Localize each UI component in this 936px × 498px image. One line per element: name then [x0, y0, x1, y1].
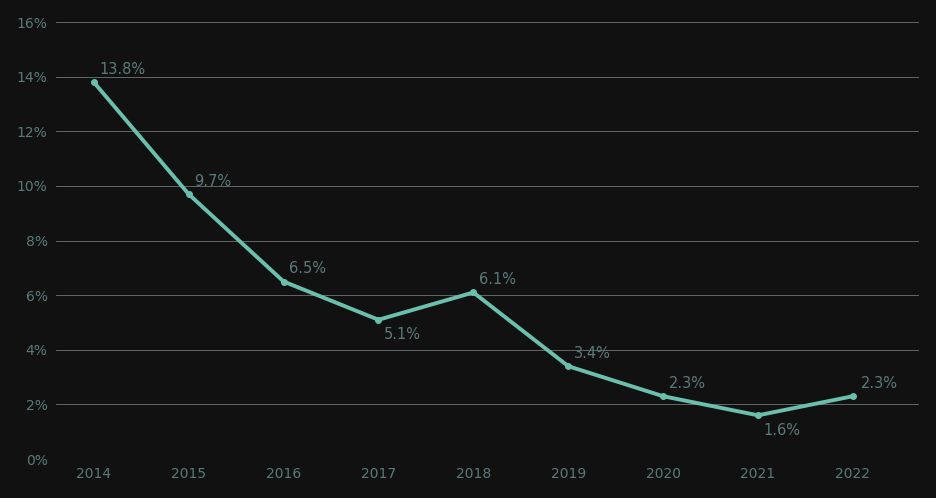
Text: 6.5%: 6.5% [289, 261, 326, 276]
Text: 1.6%: 1.6% [764, 423, 800, 438]
Text: 2.3%: 2.3% [861, 376, 899, 391]
Text: 3.4%: 3.4% [574, 346, 610, 361]
Text: 6.1%: 6.1% [479, 272, 516, 287]
Text: 13.8%: 13.8% [99, 62, 145, 77]
Text: 2.3%: 2.3% [668, 376, 706, 391]
Text: 9.7%: 9.7% [195, 174, 231, 189]
Text: 5.1%: 5.1% [384, 327, 421, 342]
